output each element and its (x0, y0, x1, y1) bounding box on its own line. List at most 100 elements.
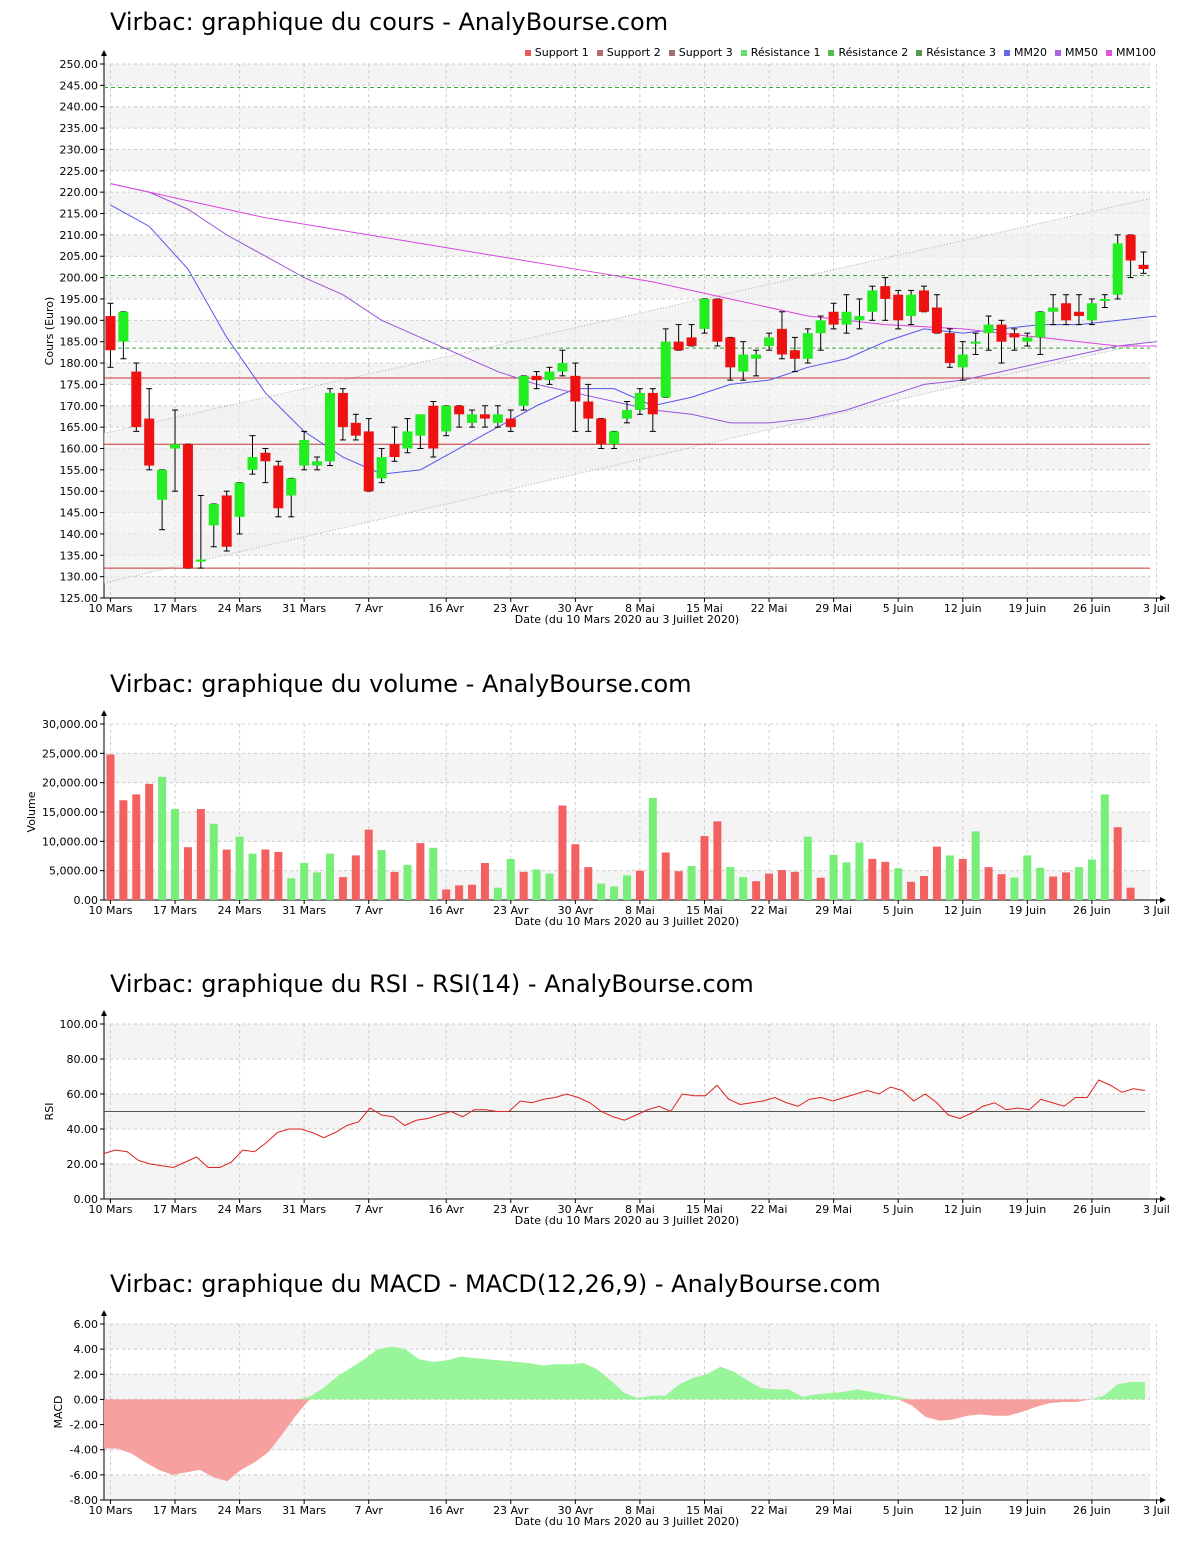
y-axis-arrow (101, 710, 107, 716)
legend-swatch (668, 49, 675, 56)
candle (1035, 311, 1046, 338)
volume-bar (945, 855, 954, 900)
price-chart-title: Virbac: graphique du cours - AnalyBourse… (110, 8, 669, 36)
volume-bar (183, 847, 192, 900)
volume-bar (300, 863, 309, 900)
volume-bar (597, 883, 606, 900)
candle (105, 316, 116, 351)
candle (996, 324, 1007, 342)
volume-bar (1010, 877, 1019, 900)
legend-item: MM100 (1106, 46, 1156, 59)
x-tick-label: 12 Juin (944, 904, 982, 917)
y-tick-label: 80.00 (67, 1053, 99, 1066)
x-tick-label: 23 Avr (493, 602, 529, 615)
x-tick-label: 12 Juin (944, 1504, 982, 1517)
volume-bar (1100, 794, 1109, 900)
legend-item: MM20 (1004, 46, 1047, 59)
x-axis-label: Date (du 10 Mars 2020 au 3 Juillet 2020) (515, 915, 739, 928)
x-tick-label: 24 Mars (218, 602, 262, 615)
legend-item: Support 1 (524, 46, 589, 59)
volume-bar (1023, 855, 1032, 900)
x-axis-label: Date (du 10 Mars 2020 au 3 Juillet 2020) (515, 1214, 739, 1227)
legend-swatch (740, 49, 747, 56)
volume-bar (881, 861, 890, 900)
candle (957, 354, 968, 368)
x-tick-label: 31 Mars (282, 904, 326, 917)
x-tick-label: 17 Mars (153, 904, 197, 917)
volume-bar (287, 878, 296, 900)
volume-bar (532, 869, 541, 900)
legend-item: MM50 (1055, 46, 1098, 59)
x-tick-label: 5 Juin (883, 904, 914, 917)
x-tick-label: 19 Juin (1008, 1203, 1046, 1216)
volume-bar (455, 885, 464, 900)
volume-bar (222, 849, 231, 900)
y-tick-label: 60.00 (67, 1088, 99, 1101)
y-tick-label: 0.00 (74, 1393, 99, 1406)
candle (324, 392, 335, 462)
x-axis-label: Date (du 10 Mars 2020 au 3 Juillet 2020) (515, 1515, 739, 1528)
x-tick-label: 24 Mars (218, 904, 262, 917)
volume-bar (248, 853, 257, 900)
x-tick-label: 22 Mai (751, 904, 788, 917)
legend-label: MM20 (1014, 46, 1048, 59)
volume-bar (584, 867, 593, 900)
candle (931, 307, 942, 334)
y-axis-label: Cours (Euro) (43, 297, 56, 366)
macd-chart-title: Virbac: graphique du MACD - MACD(12,26,9… (110, 1270, 881, 1298)
x-tick-label: 24 Mars (218, 1203, 262, 1216)
x-tick-label: 12 Juin (944, 602, 982, 615)
candle (893, 294, 904, 321)
candle (273, 465, 284, 509)
y-tick-label: 135.00 (60, 549, 99, 562)
x-tick-label: 17 Mars (153, 1203, 197, 1216)
channel-lower-line (103, 341, 1151, 584)
volume-bar (416, 843, 425, 900)
y-tick-label: 245.00 (60, 79, 99, 92)
candle (286, 478, 297, 496)
y-tick-label: 15,000.00 (42, 806, 98, 819)
volume-bar (429, 847, 438, 900)
y-tick-label: 210.00 (60, 229, 99, 242)
candle (505, 418, 516, 428)
x-tick-label: 3 Juil (1143, 602, 1170, 615)
volume-bar (274, 851, 283, 900)
legend-swatch (1004, 49, 1011, 56)
volume-bar (907, 881, 916, 900)
volume-bar (506, 858, 515, 900)
volume-bar (519, 871, 528, 900)
y-tick-label: 150.00 (60, 485, 99, 498)
x-tick-label: 7 Avr (355, 602, 384, 615)
x-tick-label: 16 Avr (429, 904, 465, 917)
volume-bar (1126, 887, 1135, 900)
candle (415, 414, 426, 436)
candle (389, 444, 400, 458)
y-tick-label: 225.00 (60, 165, 99, 178)
candle (1009, 333, 1020, 338)
y-tick-label: 175.00 (60, 378, 99, 391)
grid-band (104, 149, 1150, 171)
candle (828, 311, 839, 325)
volume-bar (855, 842, 864, 900)
x-tick-label: 31 Mars (282, 1203, 326, 1216)
x-tick-label: 30 Avr (558, 1203, 594, 1216)
volume-bar (674, 871, 683, 900)
candle (699, 298, 710, 329)
x-tick-label: 22 Mai (751, 1203, 788, 1216)
y-tick-label: 145.00 (60, 507, 99, 520)
x-tick-label: 29 Mai (815, 1504, 852, 1517)
candle (583, 401, 594, 419)
candle (1099, 298, 1110, 301)
y-tick-label: 205.00 (60, 250, 99, 263)
candle (712, 298, 723, 342)
candle (596, 418, 607, 445)
candle (1138, 264, 1149, 270)
x-tick-label: 3 Juil (1143, 1504, 1170, 1517)
x-tick-label: 15 Mai (686, 602, 723, 615)
x-tick-label: 8 Mai (625, 1504, 655, 1517)
volume-bar (325, 853, 334, 900)
legend-label: Résistance 2 (838, 46, 909, 59)
legend-swatch (524, 49, 531, 56)
candle (647, 392, 658, 415)
y-tick-label: 125.00 (60, 592, 99, 605)
